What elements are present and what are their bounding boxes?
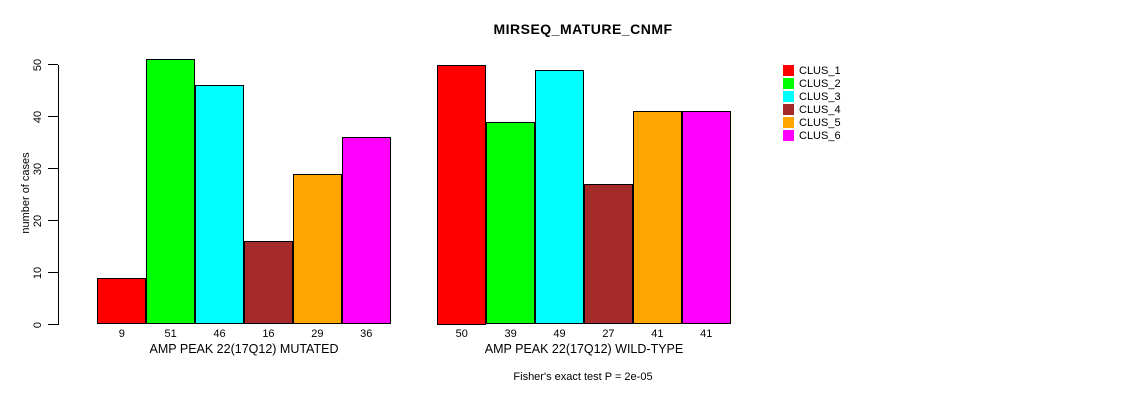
y-tick xyxy=(47,116,58,117)
y-tick-label: 0 xyxy=(32,321,44,328)
chart-title: MIRSEQ_MATURE_CNMF xyxy=(493,21,673,37)
bar-value-label: 50 xyxy=(455,327,468,340)
y-tick xyxy=(47,324,58,325)
legend-swatch-icon xyxy=(783,91,794,102)
legend-swatch-icon xyxy=(783,117,794,128)
bar-value-label: 41 xyxy=(651,327,664,340)
bar-clus_1-group2 xyxy=(437,64,487,325)
bar-clus_5-group1 xyxy=(292,173,342,325)
bar-value-label: 16 xyxy=(262,327,275,340)
y-tick xyxy=(47,64,58,65)
y-axis-label: number of cases xyxy=(20,152,32,234)
bar-clus_2-group2 xyxy=(486,121,536,325)
legend-label: CLUS_3 xyxy=(799,90,841,103)
bar-clus_6-group2 xyxy=(681,111,731,325)
legend-label: CLUS_6 xyxy=(799,129,841,142)
y-tick xyxy=(47,272,58,273)
bar-value-label: 41 xyxy=(700,327,713,340)
bar-clus_1-group1 xyxy=(97,277,147,325)
y-tick-label: 40 xyxy=(32,110,44,123)
y-tick-label: 10 xyxy=(32,266,44,279)
bar-clus_6-group1 xyxy=(341,137,391,325)
legend-swatch-icon xyxy=(783,65,794,76)
bar-value-label: 36 xyxy=(360,327,373,340)
bar-value-label: 46 xyxy=(213,327,226,340)
legend-item-clus_3: CLUS_3 xyxy=(783,90,841,103)
legend-swatch-icon xyxy=(783,130,794,141)
bar-clus_4-group1 xyxy=(244,241,293,325)
y-tick-label: 50 xyxy=(32,58,44,71)
bar-clus_3-group2 xyxy=(535,69,584,325)
legend-swatch-icon xyxy=(783,78,794,89)
bar-clus_5-group2 xyxy=(632,111,682,325)
y-tick xyxy=(47,168,58,169)
legend-swatch-icon xyxy=(783,104,794,115)
bar-value-label: 9 xyxy=(118,327,125,340)
legend-label: CLUS_1 xyxy=(799,64,841,77)
bar-value-label: 27 xyxy=(602,327,615,340)
legend-item-clus_1: CLUS_1 xyxy=(783,64,841,77)
y-tick-label: 20 xyxy=(32,214,44,227)
legend-item-clus_6: CLUS_6 xyxy=(783,129,841,142)
group-label: AMP PEAK 22(17Q12) WILD-TYPE xyxy=(484,341,684,356)
y-axis-line xyxy=(57,64,59,325)
bar-clus_3-group1 xyxy=(195,85,244,325)
legend-item-clus_2: CLUS_2 xyxy=(783,77,841,90)
bar-clus_4-group2 xyxy=(584,184,633,325)
y-tick xyxy=(47,220,58,221)
group-label: AMP PEAK 22(17Q12) MUTATED xyxy=(149,341,339,356)
legend-label: CLUS_4 xyxy=(799,103,841,116)
annotation-text: Fisher's exact test P = 2e-05 xyxy=(513,371,653,383)
legend-label: CLUS_5 xyxy=(799,116,841,129)
bar-value-label: 49 xyxy=(553,327,566,340)
bar-value-label: 51 xyxy=(164,327,177,340)
legend-item-clus_5: CLUS_5 xyxy=(783,116,841,129)
y-tick-label: 30 xyxy=(32,162,44,175)
legend-label: CLUS_2 xyxy=(799,77,841,90)
legend: CLUS_1 CLUS_2 CLUS_3 CLUS_4 CLUS_5 CLUS_6 xyxy=(783,64,841,142)
legend-item-clus_4: CLUS_4 xyxy=(783,103,841,116)
bar-clus_2-group1 xyxy=(146,59,196,325)
bar-value-label: 39 xyxy=(504,327,517,340)
bar-value-label: 29 xyxy=(311,327,324,340)
